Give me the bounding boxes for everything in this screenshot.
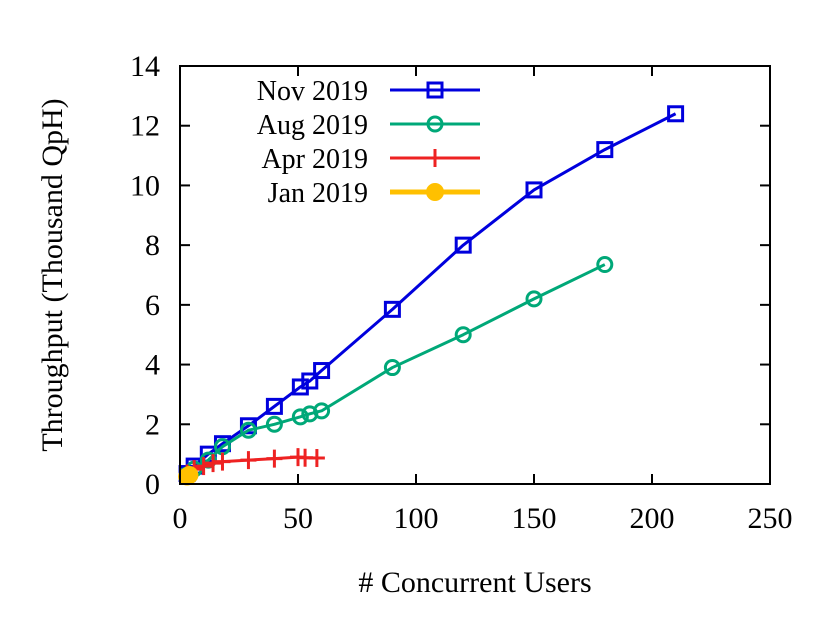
data-point [240, 451, 257, 470]
legend-entry: Nov 2019 [257, 76, 480, 107]
data-point [308, 449, 325, 468]
y-tick-label: 12 [130, 110, 160, 143]
plot-frame [179, 65, 771, 485]
data-point [195, 457, 212, 476]
data-point [596, 256, 614, 274]
data-point [383, 300, 401, 318]
y-tick-label: 0 [145, 468, 160, 501]
series-1 [178, 256, 614, 484]
x-axis: 0 50 100 150 200 250 [173, 66, 793, 535]
legend-marker [426, 115, 444, 133]
y-axis: 0 2 4 6 8 10 12 14 [130, 50, 770, 501]
data-point [313, 402, 331, 420]
legend-label: Jan 2019 [268, 178, 368, 209]
data-point [265, 397, 283, 415]
legend-marker [426, 183, 444, 201]
legend-label: Apr 2019 [261, 144, 368, 175]
y-tick-label: 4 [145, 349, 160, 382]
y-tick-label: 2 [145, 408, 160, 441]
y-tick-label: 10 [130, 169, 160, 202]
y-tick-label: 8 [145, 229, 160, 262]
data-point [313, 362, 331, 380]
data-point [454, 326, 472, 344]
y-tick-label: 14 [130, 50, 160, 83]
plot-area [178, 105, 685, 486]
data-point [301, 372, 319, 390]
series-0 [178, 105, 685, 483]
data-point [265, 415, 283, 433]
x-tick-label: 100 [394, 502, 439, 535]
legend-entry: Aug 2019 [257, 110, 480, 141]
x-tick-label: 0 [173, 502, 188, 535]
data-point [214, 452, 231, 471]
data-point [266, 449, 283, 468]
data-point [454, 236, 472, 254]
data-point [291, 408, 309, 426]
series-line [186, 263, 606, 477]
legend-label: Aug 2019 [257, 110, 368, 141]
legend-entry: Jan 2019 [268, 178, 480, 209]
data-point [596, 141, 614, 159]
legend-marker [426, 81, 444, 99]
x-tick-label: 50 [283, 502, 313, 535]
x-tick-label: 150 [512, 502, 557, 535]
x-tick-label: 250 [748, 502, 793, 535]
legend-label: Nov 2019 [257, 76, 368, 107]
legend-entry: Apr 2019 [261, 144, 480, 175]
x-axis-label: # Concurrent Users [358, 566, 591, 599]
series-line [185, 112, 677, 475]
data-point [180, 466, 199, 485]
data-point [667, 105, 685, 123]
y-tick-label: 6 [145, 289, 160, 322]
data-point [383, 359, 401, 377]
series-3 [178, 466, 199, 486]
data-point [239, 421, 257, 439]
legend-marker [427, 149, 443, 167]
data-point [525, 290, 543, 308]
x-tick-label: 200 [630, 502, 675, 535]
data-point [525, 181, 543, 199]
y-axis-label: Throughput (Thousand QpH) [36, 98, 69, 451]
